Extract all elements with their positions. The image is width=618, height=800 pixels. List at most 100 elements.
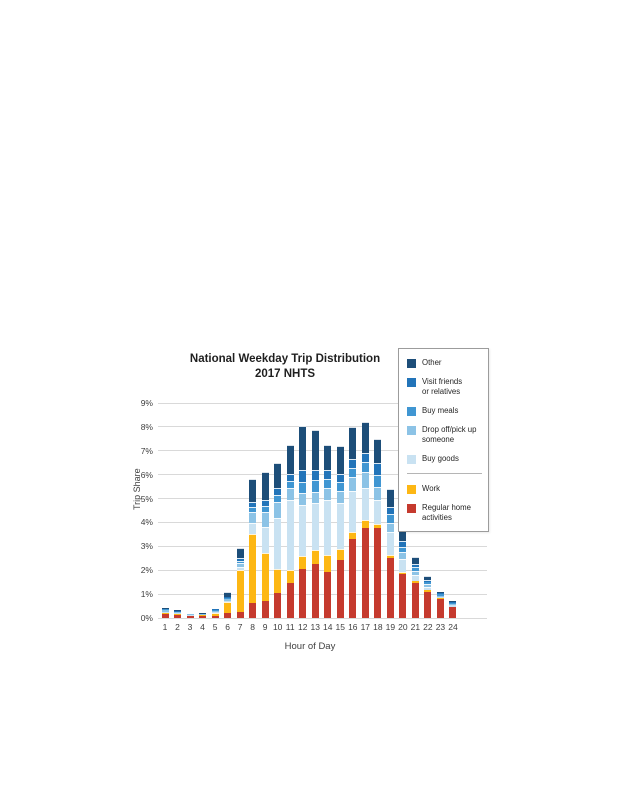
segment-buy-goods-hour-10 [274,517,282,570]
segment-visit-friends-or-relatives-hour-21 [411,564,419,568]
segment-work-hour-11 [286,569,294,583]
segment-buy-goods-hour-6 [224,600,232,603]
segment-work-hour-24 [449,606,457,608]
segment-regular-home-activities-hour-4 [199,616,207,618]
y-tick-label-4%: 4% [140,517,153,528]
bar-hour-15 [336,446,344,618]
segment-buy-meals-hour-19 [386,514,394,524]
gridline-6% [158,474,487,476]
segment-buy-goods-hour-11 [286,500,294,570]
legend-item-drop-off-pick-up-someone: Drop off/pick up someone [407,425,482,445]
legend-item-buy-meals: Buy meals [407,406,482,416]
segment-drop-off-pick-up-someone-hour-6 [224,598,232,601]
bar-hour-18 [374,439,382,618]
segment-drop-off-pick-up-someone-hour-5 [211,610,219,612]
x-tick-label-1: 1 [162,622,168,632]
segment-buy-goods-hour-12 [299,504,307,557]
segment-regular-home-activities-hour-22 [424,591,432,618]
segment-drop-off-pick-up-someone-hour-21 [411,570,419,576]
x-tick-label-5: 5 [212,622,218,632]
legend-label: Other [422,358,442,367]
segment-regular-home-activities-hour-1 [161,614,169,618]
x-tick-label-21: 21 [410,622,421,632]
segment-buy-goods-hour-16 [349,490,357,533]
segment-buy-meals-hour-14 [324,479,332,489]
segment-drop-off-pick-up-someone-hour-13 [311,491,319,504]
bar-hour-23 [436,592,444,618]
x-tick-label-4: 4 [200,622,205,632]
segment-work-hour-10 [274,569,282,594]
legend-item-work: Work [407,484,482,494]
chart-title-line2: 2017 NHTS [254,368,316,380]
segment-regular-home-activities-hour-21 [411,582,419,618]
y-tick-label-0%: 0% [140,613,153,623]
bar-hour-10 [274,462,282,618]
bar-hour-4 [199,613,207,618]
x-tick-label-11: 11 [285,622,295,632]
segment-regular-home-activities-hour-2 [174,615,182,618]
segment-buy-goods-hour-15 [336,502,344,549]
segment-buy-meals-hour-8 [249,506,257,513]
segment-other-hour-16 [349,427,357,460]
segment-drop-off-pick-up-someone-hour-10 [274,501,282,518]
segment-other-hour-11 [286,445,294,474]
segment-buy-goods-hour-24 [449,605,457,607]
x-axis-title: Hour of Day [284,641,336,652]
segment-drop-off-pick-up-someone-hour-19 [386,523,394,533]
segment-visit-friends-or-relatives-hour-10 [274,487,282,495]
segment-work-hour-7 [236,570,244,612]
segment-regular-home-activities-hour-17 [361,527,369,618]
bar-hour-6 [224,591,232,618]
segment-buy-meals-hour-15 [336,482,344,491]
legend-item-other: Other [407,358,482,368]
segment-buy-meals-hour-18 [374,475,382,487]
segment-other-hour-5 [211,608,219,610]
bar-hour-7 [236,547,244,618]
segment-buy-meals-hour-5 [211,609,219,611]
gridline-8% [158,426,487,428]
segment-drop-off-pick-up-someone-hour-1 [161,610,169,612]
x-tick-label-12: 12 [297,622,308,632]
x-tick-label-19: 19 [385,622,396,632]
chart-title: National Weekday Trip Distribution 2017 … [140,352,430,382]
legend: Other Visit friends or relatives Buy meals… [398,348,489,532]
segment-work-hour-12 [299,556,307,569]
legend-swatch-icon [407,485,416,494]
segment-drop-off-pick-up-someone-hour-24 [449,604,457,606]
bar-hour-19 [386,489,394,618]
legend-swatch-icon [407,407,416,416]
segment-buy-goods-hour-18 [374,500,382,525]
segment-buy-goods-hour-8 [249,523,257,535]
x-tick-label-8: 8 [250,622,255,632]
segment-work-hour-13 [311,549,319,565]
segment-buy-meals-hour-21 [411,567,419,571]
segment-visit-friends-or-relatives-hour-20 [399,540,407,547]
bar-hour-22 [424,576,432,618]
bar-hour-16 [349,427,357,618]
legend-item-buy-goods: Buy goods [407,454,482,464]
gridline-7% [158,450,487,452]
segment-buy-meals-hour-2 [174,611,182,613]
segment-other-hour-7 [236,547,244,559]
segment-buy-goods-hour-20 [399,559,407,572]
segment-drop-off-pick-up-someone-hour-8 [249,512,257,524]
segment-buy-goods-hour-22 [424,586,432,591]
x-tick-label-6: 6 [225,622,230,632]
x-tick-label-20: 20 [398,622,408,632]
segment-buy-meals-hour-7 [236,561,244,564]
segment-regular-home-activities-hour-6 [224,613,232,618]
segment-other-hour-13 [311,430,319,471]
legend-label: Regular home activities [422,503,471,522]
segment-regular-home-activities-hour-8 [249,603,257,618]
segment-drop-off-pick-up-someone-hour-2 [174,612,182,614]
bar-hour-5 [211,608,219,618]
segment-buy-goods-hour-4 [199,614,207,616]
segment-buy-goods-hour-9 [261,526,269,554]
segment-visit-friends-or-relatives-hour-14 [324,469,332,480]
bar-hour-8 [249,478,257,618]
segment-visit-friends-or-relatives-hour-13 [311,470,319,481]
segment-regular-home-activities-hour-7 [236,611,244,618]
segment-drop-off-pick-up-someone-hour-16 [349,477,357,491]
y-tick-label-9%: 9% [140,398,153,408]
legend-label: Buy meals [422,406,459,415]
